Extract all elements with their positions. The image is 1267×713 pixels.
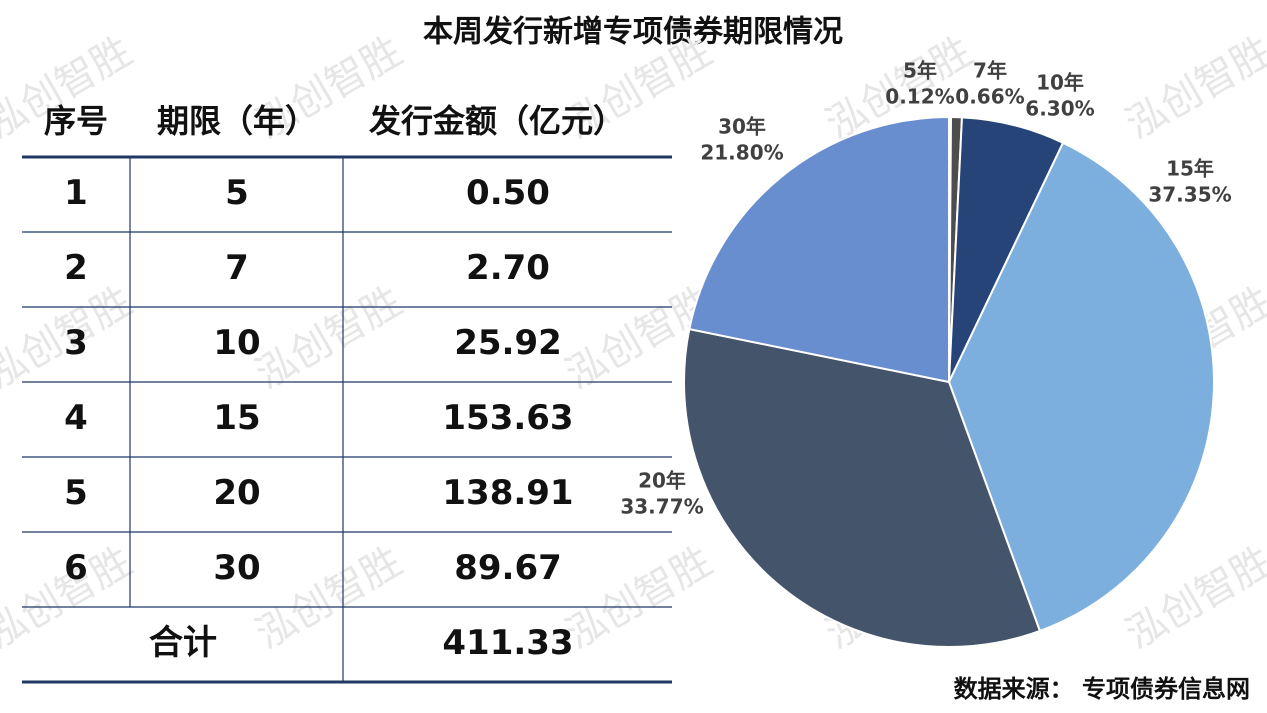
watermark: 泓创智胜: [558, 538, 720, 658]
source: 数据来源： 专项债券信息网: [954, 675, 1250, 703]
pie-label-value: 33.77%: [620, 495, 703, 519]
pie-label-value: 37.35%: [1148, 183, 1231, 207]
table-cell: 2.70: [466, 248, 550, 288]
table-cell: 4: [64, 398, 88, 438]
table-header: 期限（年）: [157, 102, 317, 140]
title: 本周发行新增专项债券期限情况: [423, 15, 843, 50]
pie-label-category: 5年: [903, 59, 937, 83]
table-total-value: 411.33: [442, 623, 573, 663]
table-cell: 138.91: [442, 473, 573, 513]
watermark: 泓创智胜: [248, 538, 410, 658]
table-cell: 5: [64, 473, 88, 513]
pie-label-category: 7年: [973, 59, 1007, 83]
table-total-label: 合计: [149, 623, 217, 663]
table-cell: 6: [64, 548, 88, 588]
table-cell: 30: [213, 548, 260, 588]
table-cell: 0.50: [466, 173, 550, 213]
table-cell: 7: [225, 248, 249, 288]
pie-slice: [683, 327, 1042, 648]
table-cell: 20: [213, 473, 260, 513]
watermark: 泓创智胜: [248, 278, 410, 398]
table-cell: 89.67: [454, 548, 562, 588]
table-cell: 10: [213, 323, 260, 363]
pie-label-category: 15年: [1166, 157, 1214, 181]
pie-label-value: 6.30%: [1025, 97, 1094, 121]
table-cell: 5: [225, 173, 249, 213]
pie-label-value: 21.80%: [700, 141, 783, 165]
pie-slice: [688, 115, 950, 384]
table-cell: 3: [64, 323, 88, 363]
table-header: 发行金额（亿元）: [369, 102, 625, 140]
table-cell: 153.63: [442, 398, 573, 438]
table-header: 序号: [44, 102, 108, 140]
pie-slice: [947, 141, 1215, 633]
pie-label-category: 20年: [638, 469, 686, 493]
table-cell: 25.92: [454, 323, 562, 363]
watermark: 泓创智胜: [1118, 28, 1267, 148]
table-cell: 1: [64, 173, 88, 213]
pie-label-category: 30年: [718, 115, 766, 139]
pie-label-value: 0.66%: [955, 85, 1024, 109]
pie-label-value: 0.12%: [885, 85, 954, 109]
pie-label-category: 10年: [1036, 71, 1084, 95]
table-cell: 15: [213, 398, 260, 438]
table-cell: 2: [64, 248, 88, 288]
